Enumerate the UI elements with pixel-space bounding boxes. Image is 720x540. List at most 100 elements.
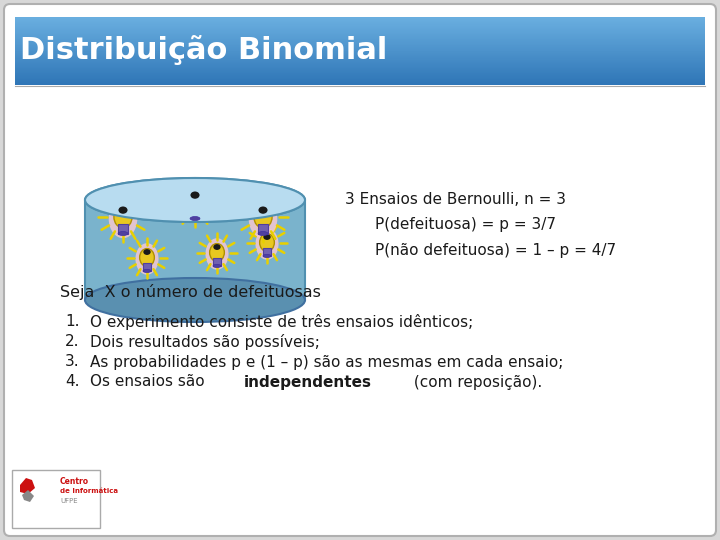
Bar [15,26,705,27]
Ellipse shape [254,206,272,228]
Bar [15,69,705,71]
Bar [118,224,128,233]
Bar [15,46,705,48]
Bar [15,37,705,38]
Ellipse shape [85,178,305,222]
Bar [15,66,705,68]
Polygon shape [20,478,35,494]
Bar [258,224,268,233]
Bar [15,78,705,79]
Bar [15,24,705,25]
Bar [15,47,705,49]
Bar [15,20,705,21]
Ellipse shape [114,206,132,228]
Bar [15,77,705,78]
Bar [15,21,705,22]
Bar [15,35,705,37]
Bar [15,78,705,80]
Bar [143,263,151,271]
Bar [15,30,705,31]
Bar [15,23,705,25]
Bar [15,83,705,84]
Bar [15,26,705,28]
Ellipse shape [143,249,150,255]
Ellipse shape [140,248,154,266]
Bar [15,72,705,73]
Bar [15,60,705,62]
Text: de Informática: de Informática [60,488,118,494]
Bar [15,82,705,83]
Bar [15,17,705,19]
Bar [15,23,705,24]
Bar [15,38,705,40]
Ellipse shape [205,238,228,269]
Ellipse shape [85,178,305,222]
Text: UFPE: UFPE [60,498,78,504]
Text: independentes: independentes [244,375,372,389]
Bar [15,25,705,26]
Bar [12,470,100,528]
Bar [15,63,705,64]
Text: As probabilidades p e (1 – p) são as mesmas em cada ensaio;: As probabilidades p e (1 – p) são as mes… [90,354,563,369]
Ellipse shape [190,217,200,220]
Bar [15,59,705,60]
Bar [15,57,705,58]
Ellipse shape [263,254,271,258]
Bar [15,81,705,83]
Ellipse shape [118,232,128,235]
Ellipse shape [85,278,305,322]
Bar [15,66,705,67]
Bar [15,44,705,45]
Bar [15,44,705,46]
Bar [15,54,705,55]
Bar [15,75,705,76]
Bar [15,51,705,52]
Bar [15,64,705,65]
Bar [15,69,705,70]
Ellipse shape [210,244,225,261]
Ellipse shape [119,206,127,214]
Bar [15,60,705,61]
Bar [190,208,200,219]
Bar [15,50,705,51]
Text: O experimento consiste de três ensaios idênticos;: O experimento consiste de três ensaios i… [90,314,473,330]
Text: 4.: 4. [65,375,79,389]
Bar [15,32,705,33]
Bar [15,42,705,43]
Text: 3.: 3. [65,354,80,369]
Bar [15,56,705,57]
Text: Distribuição Binomial: Distribuição Binomial [20,35,387,65]
Bar [15,43,705,44]
Text: Os ensaios são: Os ensaios são [90,375,210,389]
Bar [15,31,705,32]
Bar [15,29,705,31]
Bar [15,18,705,19]
Ellipse shape [264,234,271,240]
Text: Seja  X o número de defeituosas: Seja X o número de defeituosas [60,284,321,300]
Bar [15,41,705,43]
Bar [15,48,705,49]
Text: P(defeituosa) = p = 3/7: P(defeituosa) = p = 3/7 [375,218,556,233]
Bar [15,62,705,63]
Bar [15,55,705,56]
Bar [15,68,705,69]
FancyBboxPatch shape [4,4,716,536]
Bar [15,58,705,59]
Bar [85,200,305,300]
Bar [15,76,705,77]
Ellipse shape [256,228,279,260]
Bar [15,84,705,85]
Ellipse shape [260,234,274,252]
Bar [15,39,705,41]
Ellipse shape [258,206,268,214]
Bar [15,63,705,65]
Ellipse shape [109,199,138,238]
Ellipse shape [143,269,151,273]
Text: 2.: 2. [65,334,79,349]
Bar [15,17,705,18]
Ellipse shape [213,264,221,267]
Ellipse shape [258,232,268,235]
Text: P(não defeituosa) = 1 – p = 4/7: P(não defeituosa) = 1 – p = 4/7 [375,242,616,258]
Ellipse shape [191,192,199,199]
Bar [15,45,705,47]
